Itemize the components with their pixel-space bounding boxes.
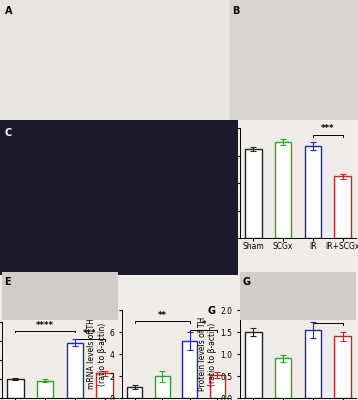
Y-axis label: Protein levels of TH
(ratio to β-actin): Protein levels of TH (ratio to β-actin) bbox=[198, 317, 217, 391]
Text: B: B bbox=[233, 6, 240, 16]
Bar bbox=[305, 330, 321, 398]
Text: ****: **** bbox=[36, 321, 54, 330]
Bar bbox=[182, 341, 197, 398]
Text: **: ** bbox=[279, 307, 287, 316]
Bar bbox=[245, 332, 262, 398]
Text: C: C bbox=[5, 128, 12, 138]
Text: *: * bbox=[202, 320, 206, 329]
Text: E: E bbox=[4, 277, 11, 287]
Bar bbox=[334, 176, 351, 238]
Bar bbox=[275, 142, 291, 238]
Bar bbox=[155, 376, 170, 398]
Bar bbox=[37, 380, 53, 398]
Text: F: F bbox=[92, 306, 98, 316]
Bar bbox=[305, 146, 321, 238]
Y-axis label: mRNA levels of TH
(ratio to β-actin): mRNA levels of TH (ratio to β-actin) bbox=[87, 318, 107, 390]
Bar bbox=[334, 336, 351, 398]
Bar bbox=[96, 373, 113, 398]
Bar bbox=[127, 387, 142, 398]
Bar bbox=[210, 375, 225, 398]
Text: G: G bbox=[242, 277, 250, 287]
Text: A: A bbox=[5, 6, 12, 16]
Text: ***: *** bbox=[321, 124, 334, 134]
Text: **: ** bbox=[158, 311, 167, 320]
Text: **: ** bbox=[323, 313, 332, 322]
Y-axis label: NE（ng/ml）: NE（ng/ml） bbox=[208, 162, 217, 204]
Bar bbox=[275, 358, 291, 398]
Text: G: G bbox=[208, 306, 216, 316]
Bar bbox=[7, 379, 24, 398]
Bar bbox=[245, 149, 262, 238]
Bar bbox=[67, 343, 83, 398]
Text: ***: *** bbox=[83, 329, 96, 338]
Text: D: D bbox=[208, 122, 216, 132]
